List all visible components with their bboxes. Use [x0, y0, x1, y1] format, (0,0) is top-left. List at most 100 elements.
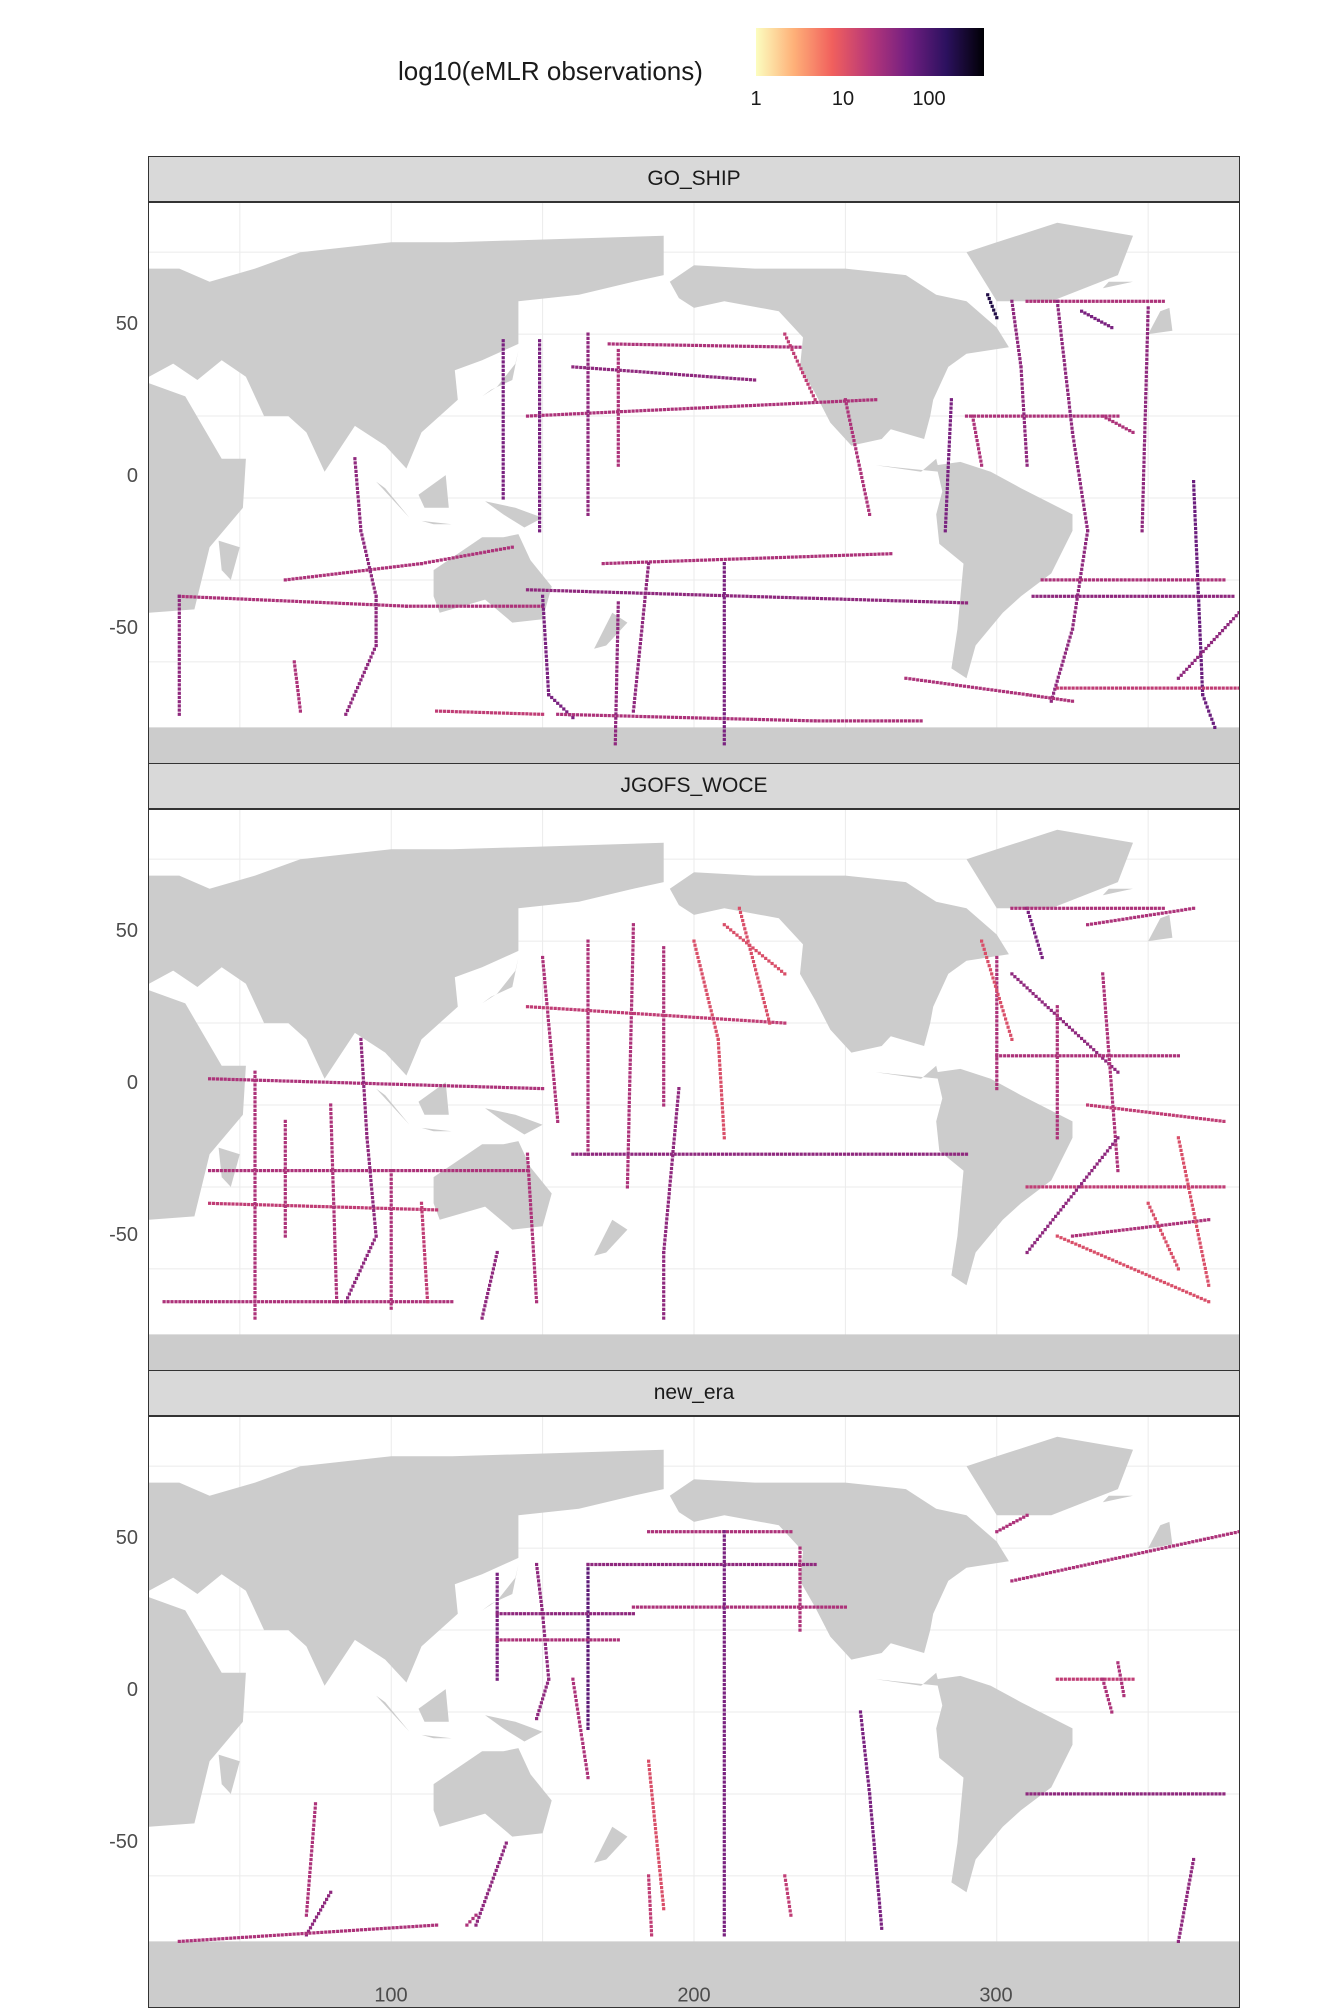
observation-cell [1080, 490, 1084, 494]
observation-cell [372, 1208, 376, 1213]
observation-cell [722, 707, 726, 712]
observation-cell [750, 344, 754, 348]
cruise-track [625, 923, 635, 1189]
observation-cell [1105, 1027, 1109, 1032]
observation-cell [1188, 1292, 1192, 1296]
observation-cell [1145, 344, 1149, 349]
observation-cell [674, 1112, 679, 1116]
observation-cell [821, 719, 825, 723]
observation-cell [513, 604, 517, 608]
observation-cell [1104, 1185, 1108, 1189]
observation-cell [910, 599, 914, 603]
observation-cell [1139, 578, 1143, 582]
observation-cell [1095, 686, 1099, 690]
observation-cell [370, 1191, 374, 1195]
observation-cell [1037, 1792, 1041, 1796]
observation-cell [1141, 1054, 1145, 1058]
observation-cell [308, 1926, 313, 1930]
observation-cell [803, 1152, 807, 1156]
observation-cell [722, 566, 726, 570]
observation-cell [332, 1218, 336, 1222]
observation-cell [1160, 1112, 1164, 1116]
observation-cell [295, 599, 299, 603]
observation-cell [362, 1261, 366, 1265]
observation-cell [501, 364, 505, 368]
observation-cell [750, 1562, 755, 1567]
observation-cell [1156, 594, 1161, 598]
observation-cell [866, 1779, 870, 1783]
observation-cell [530, 1612, 534, 1616]
y-tick-label: 50 [115, 313, 138, 335]
observation-cell [501, 351, 505, 355]
observation-cell [1182, 670, 1186, 674]
observation-cell [1109, 919, 1113, 923]
observation-cell [676, 1014, 680, 1018]
observation-cell [256, 598, 260, 602]
observation-cell [1127, 578, 1131, 582]
observation-cell [1055, 1047, 1059, 1051]
observation-cell [347, 705, 351, 709]
observation-cell [538, 503, 542, 507]
observation-cell [227, 1169, 231, 1173]
observation-cell [231, 1077, 235, 1082]
cruise-track [798, 1546, 802, 1632]
observation-cell [497, 711, 501, 715]
observation-cell [666, 1530, 670, 1534]
observation-cell [389, 1173, 393, 1177]
observation-cell [177, 704, 181, 708]
observation-cell [555, 1107, 559, 1111]
observation-cell [177, 645, 181, 649]
observation-cell [329, 1103, 333, 1107]
observation-cell [1054, 906, 1058, 910]
observation-cell [722, 712, 726, 716]
observation-cell [581, 1746, 585, 1750]
observation-cell [308, 1931, 312, 1935]
observation-cell [722, 695, 726, 699]
observation-cell [779, 1152, 784, 1156]
observation-cell [530, 1232, 534, 1236]
observation-cell [544, 1647, 548, 1651]
observation-cell [702, 1605, 706, 1609]
observation-cell [479, 551, 483, 555]
observation-cell [627, 1121, 631, 1126]
observation-cell [630, 982, 634, 986]
observation-cell [748, 1152, 752, 1156]
observation-cell [288, 1932, 292, 1936]
observation-cell [501, 492, 505, 496]
observation-cell [662, 1073, 666, 1077]
observation-cell [586, 982, 590, 986]
observation-cell [395, 1207, 400, 1211]
observation-cell [1148, 1205, 1152, 1209]
observation-cell [247, 1169, 251, 1173]
observation-cell [982, 947, 986, 951]
observation-cell [863, 492, 867, 496]
observation-cell [796, 1605, 800, 1609]
observation-cell [794, 345, 798, 349]
observation-cell [722, 1576, 726, 1580]
observation-cell [755, 1019, 759, 1023]
observation-cell [1141, 494, 1145, 499]
observation-cell [995, 316, 999, 320]
observation-cell [718, 1063, 722, 1067]
observation-cell [533, 1270, 537, 1274]
observation-cell [980, 414, 984, 418]
observation-cell [977, 451, 981, 455]
observation-cell [434, 1300, 438, 1304]
observation-cell [877, 552, 881, 556]
observation-cell [855, 598, 859, 602]
observation-cell [1202, 1792, 1206, 1796]
observation-cell [373, 1226, 377, 1230]
observation-cell [415, 1207, 419, 1211]
observation-cell [287, 599, 291, 603]
observation-cell [480, 1907, 484, 1911]
observation-cell [877, 1901, 882, 1905]
observation-cell [1037, 997, 1041, 1001]
observation-cell [722, 1759, 726, 1763]
observation-cell [994, 688, 998, 692]
observation-cell [961, 1152, 965, 1156]
observation-cell [813, 719, 817, 723]
observation-cell [1215, 594, 1219, 598]
observation-cell [664, 559, 668, 563]
observation-cell [586, 1722, 590, 1726]
observation-cell [647, 562, 651, 566]
